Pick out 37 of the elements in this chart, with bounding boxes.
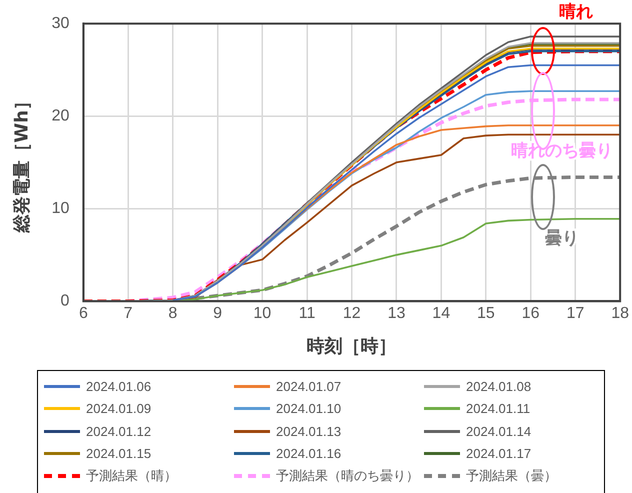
x-tick-label: 11 (298, 305, 316, 322)
legend-label: 予測結果（晴のち曇り） (276, 467, 419, 486)
y-tick-label: 0 (60, 292, 70, 310)
legend-label: 予測結果（晴） (86, 467, 177, 486)
legend-label: 2024.01.12 (86, 424, 152, 439)
y-axis-title: 総発電量［Wh］ (11, 92, 32, 234)
annotation: 晴れのち曇り (511, 140, 614, 161)
annotation: 曇り (545, 228, 580, 249)
legend-label: 予測結果（曇） (466, 467, 557, 486)
x-tick-label: 15 (477, 305, 495, 322)
legend-label: 2024.01.10 (276, 401, 342, 416)
x-tick-label: 18 (611, 305, 630, 322)
x-tick-label: 12 (342, 305, 361, 322)
x-axis-title: 時刻［時］ (306, 336, 397, 357)
x-tick-label: 7 (124, 305, 133, 322)
legend-label: 2024.01.06 (86, 378, 152, 394)
legend-label: 2024.01.15 (86, 446, 152, 462)
x-tick-label: 9 (213, 305, 222, 322)
x-tick-label: 13 (388, 305, 406, 322)
x-tick-label: 8 (168, 305, 178, 322)
x-tick-label: 16 (522, 305, 540, 322)
legend-label: 2024.01.13 (276, 424, 342, 439)
x-tick-label: 10 (253, 305, 272, 322)
y-tick-label: 20 (52, 108, 70, 125)
x-tick-label: 6 (78, 305, 88, 322)
y-tick-label: 10 (52, 200, 70, 218)
legend-label: 2024.01.17 (466, 446, 532, 462)
x-tick-label: 14 (432, 305, 450, 322)
legend-label: 2024.01.08 (466, 378, 532, 394)
legend-label: 2024.01.14 (466, 424, 532, 439)
legend-label: 2024.01.16 (276, 446, 342, 462)
legend-label: 2024.01.11 (466, 401, 530, 416)
legend-label: 2024.01.07 (276, 378, 342, 394)
legend-label: 2024.01.09 (86, 401, 152, 416)
y-tick-label: 30 (52, 15, 70, 32)
x-tick-label: 17 (566, 305, 584, 322)
text: 晴れ (559, 2, 594, 22)
